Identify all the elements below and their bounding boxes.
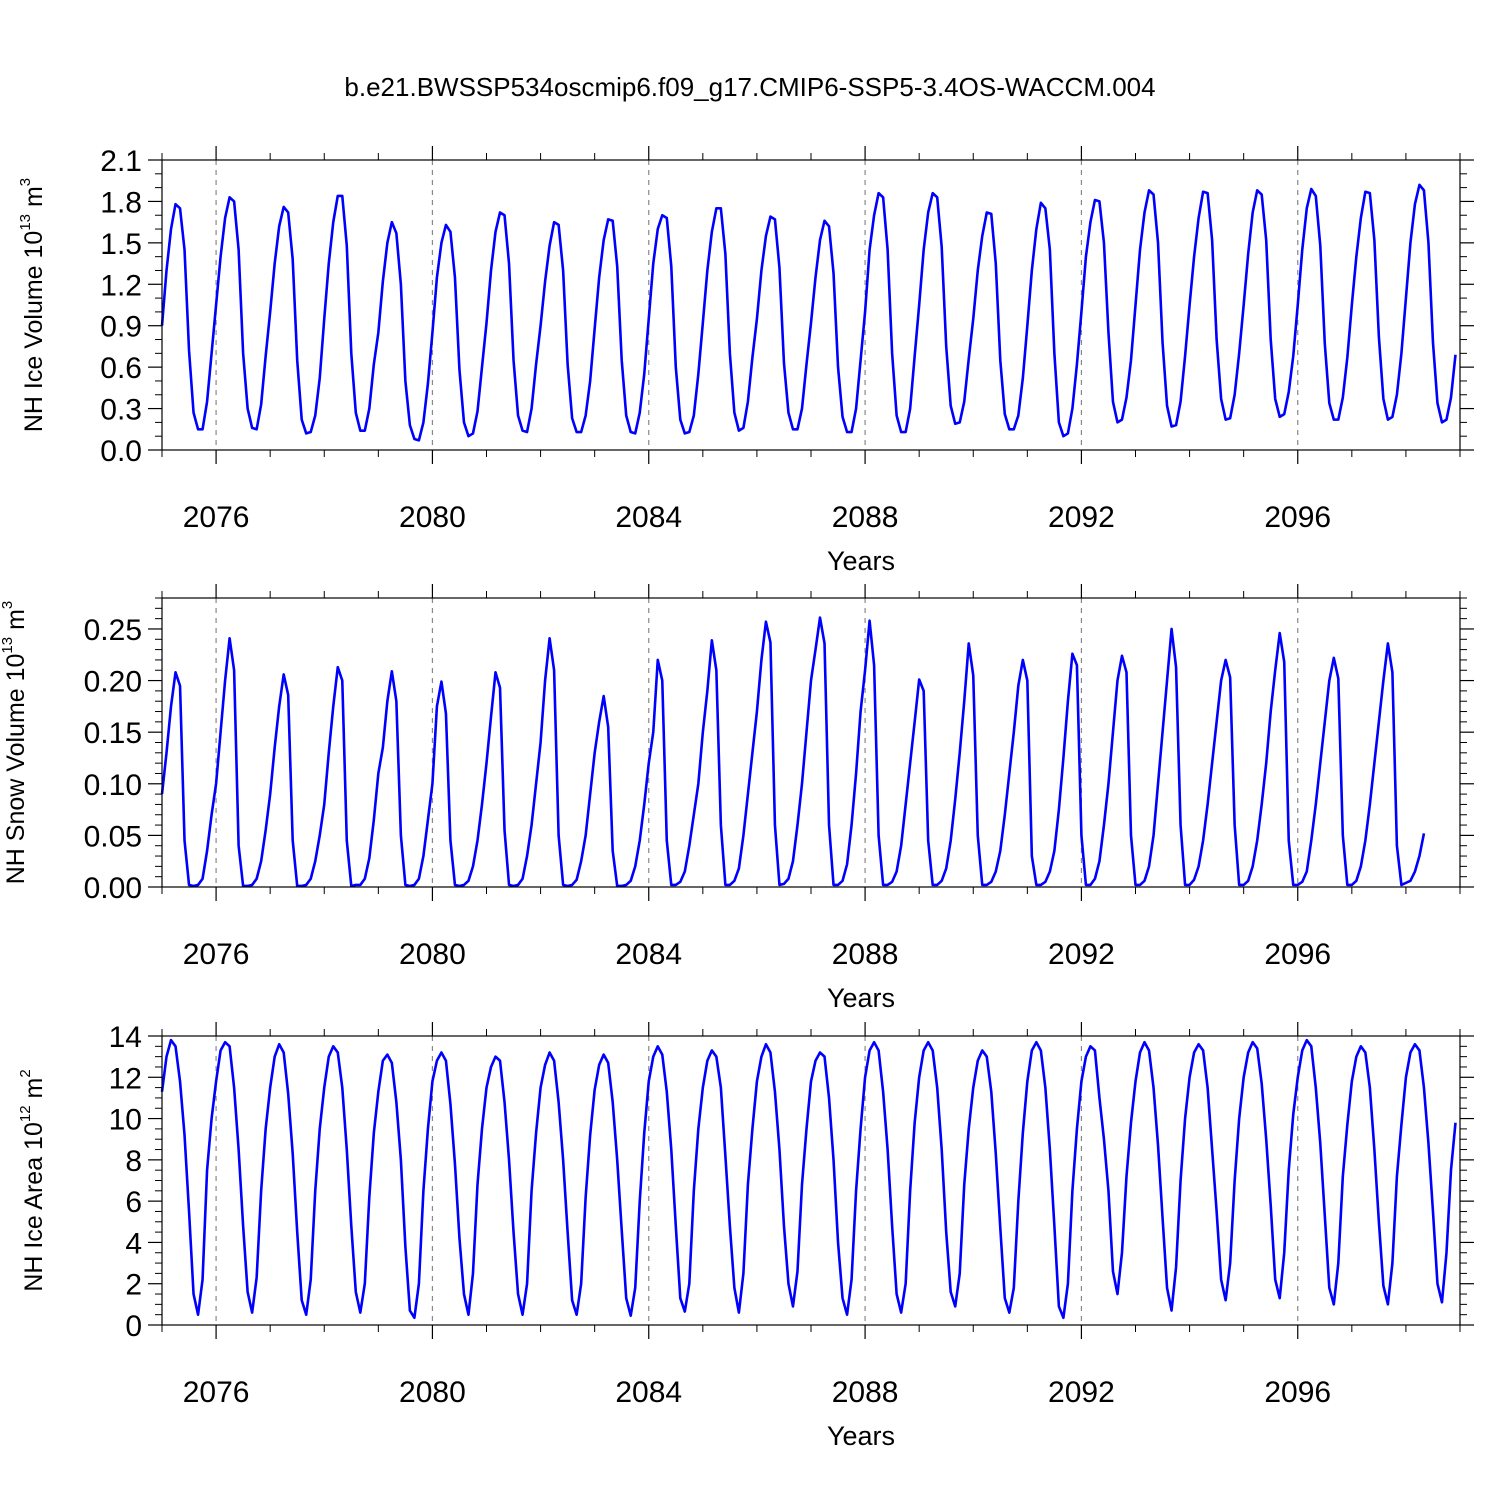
panel-1-y-tick-label: 1.2 (100, 269, 142, 302)
panel-1-y-tick-label: 1.8 (100, 186, 142, 219)
panel-3-y-tick-label: 14 (109, 1021, 142, 1054)
panel-1-y-tick-label: 0.6 (100, 352, 142, 385)
panel-2-x-tick-label: 2088 (832, 938, 899, 971)
panel-2-x-tick-label: 2080 (399, 938, 466, 971)
panel-1-y-tick-label: 1.5 (100, 228, 142, 261)
panel-3-series-line (160, 1038, 1457, 1320)
panel-1-x-tick-label: 2076 (183, 501, 250, 534)
chart-title: b.e21.BWSSP534oscmip6.f09_g17.CMIP6-SSP5… (344, 72, 1155, 102)
panel-2-y-tick-label: 0.10 (84, 769, 142, 802)
panel-2-plot-frame (161, 597, 1461, 888)
panel-3: 2076 2080 2084 2088 2092 2096 0 2 4 6 8 10 12 14 Years… (17, 1021, 1474, 1451)
panel-2-x-tick-label: 2076 (183, 938, 250, 971)
panel-1-y-axis-label: NH Ice Volume 1013 m3 (17, 178, 48, 432)
panel-1-y-tick-label: 0.0 (100, 435, 142, 468)
panel-1-y-tick-label: 0.9 (100, 311, 142, 344)
panel-3-x-tick-label: 2092 (1048, 1376, 1115, 1409)
panel-3-y-tick-label: 0 (125, 1310, 142, 1343)
panel-3-y-tick-label: 6 (125, 1186, 142, 1219)
panel-3-x-tick-label: 2096 (1264, 1376, 1331, 1409)
panel-1-y-tick-label: 2.1 (100, 145, 142, 178)
panel-2-x-tick-label: 2084 (615, 938, 682, 971)
panel-1-x-tick-label: 2096 (1264, 501, 1331, 534)
panel-3-x-tick-label: 2088 (832, 1376, 899, 1409)
panel-3-x-axis-label: Years (827, 1421, 895, 1451)
panel-3-y-tick-label: 8 (125, 1145, 142, 1178)
panel-3-y-tick-label: 4 (125, 1227, 142, 1260)
panel-1-x-tick-label: 2080 (399, 501, 466, 534)
panel-2-y-axis-label: NH Snow Volume 1013 m3 (0, 601, 30, 885)
panel-2-y-tick-label: 0.15 (84, 717, 142, 750)
panel-1: 2076 2080 2084 2088 2092 2096 0.0 0.3 0.6 0.9 1.2 1… (17, 145, 1474, 576)
panel-3-y-axis-label: NH Ice Area 1012 m2 (17, 1069, 48, 1291)
panel-1-x-tick-label: 2084 (615, 501, 682, 534)
panel-3-x-tick-label: 2084 (615, 1376, 682, 1409)
panel-1-series-line (160, 183, 1457, 442)
panel-2-x-tick-label: 2092 (1048, 938, 1115, 971)
panel-3-y-tick-label: 12 (109, 1062, 142, 1095)
panel-2: 2076 2080 2084 2088 2092 2096 0.00 0.05 0.10 0.15… (0, 584, 1474, 1013)
panel-2-y-tick-label: 0.20 (84, 666, 142, 699)
panel-3-y-tick-label: 2 (125, 1269, 142, 1302)
panel-1-x-tick-label: 2092 (1048, 501, 1115, 534)
panel-2-series-line (160, 616, 1426, 888)
panel-3-x-tick-label: 2076 (183, 1376, 250, 1409)
panel-3-y-tick-label: 10 (109, 1104, 142, 1137)
panel-2-x-axis-label: Years (827, 983, 895, 1013)
panel-3-x-tick-label: 2080 (399, 1376, 466, 1409)
panel-2-y-tick-label: 0.25 (84, 614, 142, 647)
panel-2-y-tick-label: 0.05 (84, 820, 142, 853)
panel-1-x-axis-label: Years (827, 546, 895, 576)
panel-1-x-tick-label: 2088 (832, 501, 899, 534)
panel-2-y-tick-label: 0.00 (84, 872, 142, 905)
panel-2-x-tick-label: 2096 (1264, 938, 1331, 971)
panel-1-y-tick-label: 0.3 (100, 394, 142, 427)
panel-1-plot-frame (161, 159, 1461, 451)
